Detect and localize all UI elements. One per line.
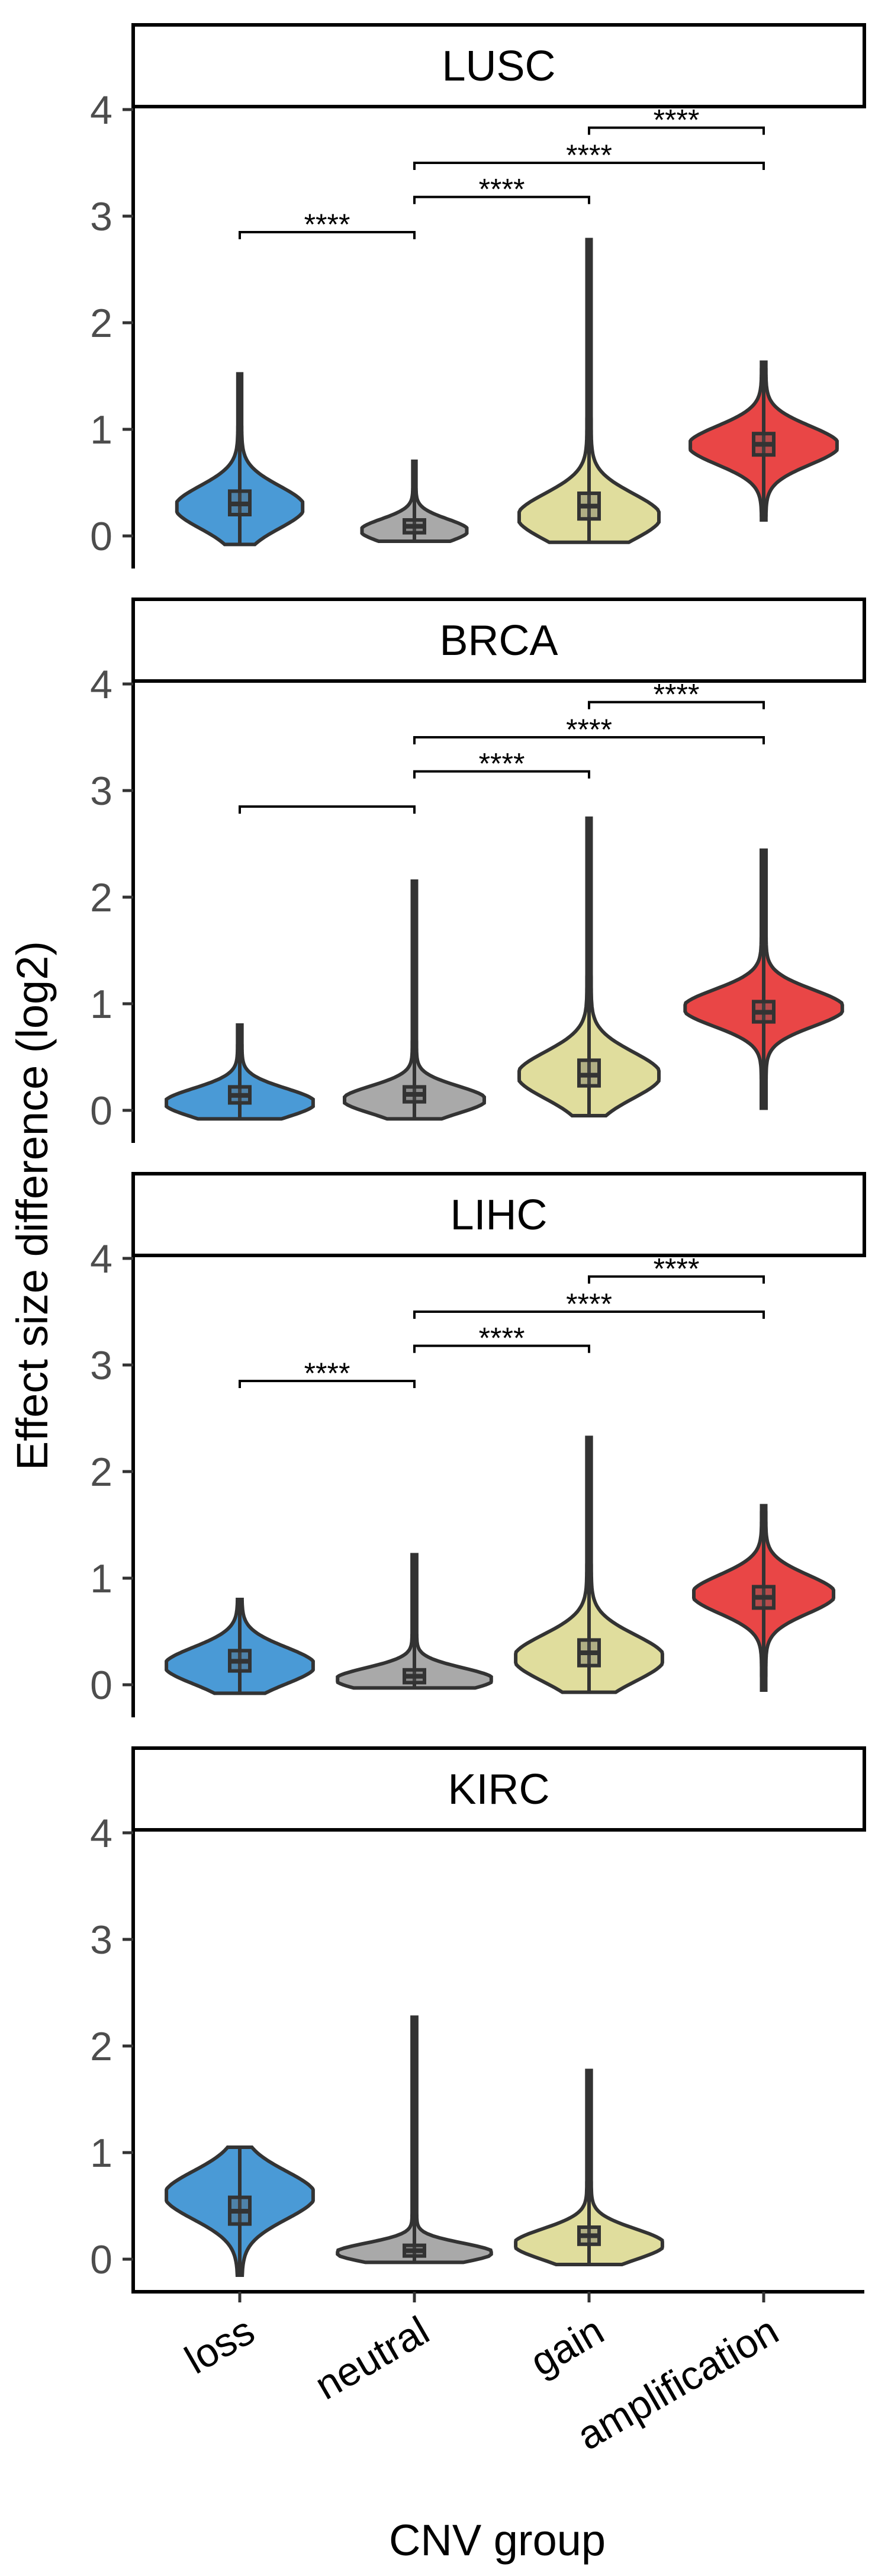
y-tick-label-lusc-3: 3 xyxy=(90,194,112,239)
y-tick-label-brca-4: 4 xyxy=(90,662,112,707)
panel-title-lusc: LUSC xyxy=(442,43,555,90)
sig-label-lusc-loss-neutral: **** xyxy=(304,208,350,241)
sig-label-lusc-gain-amplification: **** xyxy=(654,104,700,137)
y-tick-label-lihc-3: 3 xyxy=(90,1343,112,1388)
y-tick-label-brca-0: 0 xyxy=(90,1088,112,1133)
x-tick-label-loss: loss xyxy=(178,2308,262,2382)
bracket-brca-gain-amplification xyxy=(588,701,765,709)
sig-label-lihc-neutral-amplification: **** xyxy=(566,1287,612,1321)
bracket-lusc-gain-amplification xyxy=(588,126,765,135)
panel-strip-kirc xyxy=(131,1746,866,1832)
sig-label-lusc-neutral-amplification: **** xyxy=(566,139,612,172)
bracket-lihc-gain-amplification xyxy=(588,1275,765,1284)
x-tick-label-amplification: amplification xyxy=(570,2308,786,2459)
y-tick-label-lihc-0: 0 xyxy=(90,1663,112,1708)
sig-label-brca-gain-amplification: **** xyxy=(654,678,700,711)
bracket-lusc-neutral-amplification xyxy=(413,162,765,170)
x-tick-label-neutral: neutral xyxy=(307,2308,436,2408)
panel-strip-lihc xyxy=(131,1172,866,1257)
sig-label-brca-neutral-amplification: **** xyxy=(566,713,612,746)
panel-title-kirc: KIRC xyxy=(448,1766,549,1813)
bracket-lusc-loss-neutral xyxy=(239,231,416,239)
y-tick-label-kirc-0: 0 xyxy=(90,2237,112,2282)
panel-strip-brca xyxy=(131,598,866,683)
y-tick-label-kirc-3: 3 xyxy=(90,1917,112,1962)
y-axis-title: Effect size difference (log2) xyxy=(8,941,57,1470)
bracket-lihc-loss-neutral xyxy=(239,1380,416,1388)
bracket-brca-neutral-gain xyxy=(413,770,590,779)
y-tick-label-brca-3: 3 xyxy=(90,769,112,814)
x-tick-label-gain: gain xyxy=(523,2308,611,2385)
bracket-lihc-neutral-gain xyxy=(413,1344,590,1353)
sig-label-lihc-loss-neutral: **** xyxy=(304,1357,350,1390)
sig-label-lihc-gain-amplification: **** xyxy=(654,1252,700,1286)
y-tick-label-kirc-1: 1 xyxy=(90,2131,112,2176)
y-tick-label-brca-2: 2 xyxy=(90,875,112,920)
panel-title-brca: BRCA xyxy=(439,617,558,664)
y-tick-label-kirc-2: 2 xyxy=(90,2024,112,2069)
panel-strip-lusc xyxy=(131,23,866,108)
bracket-lihc-neutral-amplification xyxy=(413,1311,765,1319)
y-tick-label-kirc-4: 4 xyxy=(90,1811,112,1856)
y-tick-label-lusc-4: 4 xyxy=(90,88,112,133)
y-tick-label-lihc-2: 2 xyxy=(90,1450,112,1495)
y-tick-label-brca-1: 1 xyxy=(90,982,112,1027)
bracket-brca-loss-neutral xyxy=(239,805,416,814)
y-tick-label-lihc-4: 4 xyxy=(90,1236,112,1281)
bracket-brca-neutral-amplification xyxy=(413,736,765,744)
sig-label-brca-neutral-gain: **** xyxy=(479,747,525,780)
y-tick-label-lihc-1: 1 xyxy=(90,1556,112,1601)
panel-title-lihc: LIHC xyxy=(450,1191,547,1239)
bracket-lusc-neutral-gain xyxy=(413,195,590,204)
y-tick-label-lusc-1: 1 xyxy=(90,407,112,452)
sig-label-lusc-neutral-gain: **** xyxy=(479,173,525,206)
y-tick-label-lusc-0: 0 xyxy=(90,514,112,559)
x-axis-title: CNV group xyxy=(389,2516,606,2565)
y-tick-label-lusc-2: 2 xyxy=(90,301,112,346)
sig-label-lihc-neutral-gain: **** xyxy=(479,1322,525,1355)
